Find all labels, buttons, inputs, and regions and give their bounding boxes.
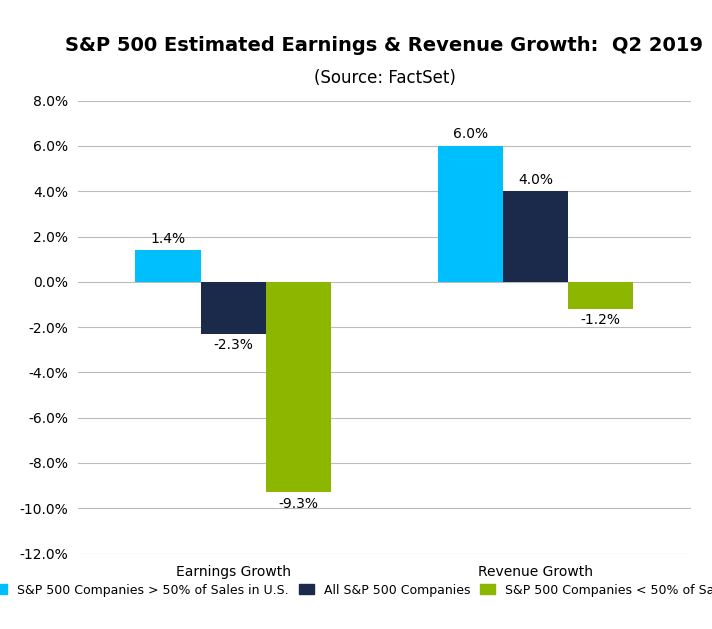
Legend: S&P 500 Companies > 50% of Sales in U.S., All S&P 500 Companies, S&P 500 Compani: S&P 500 Companies > 50% of Sales in U.S.… [0,579,712,601]
Bar [438,146,503,282]
Text: -2.3%: -2.3% [214,338,253,352]
Bar [266,282,331,493]
Bar [201,282,266,334]
Text: -1.2%: -1.2% [581,313,621,328]
Bar [568,282,634,309]
Bar [135,250,201,282]
Text: 4.0%: 4.0% [518,173,553,187]
Text: (Source: FactSet): (Source: FactSet) [313,69,456,87]
Text: S&P 500 Estimated Earnings & Revenue Growth:  Q2 2019: S&P 500 Estimated Earnings & Revenue Gro… [66,36,703,55]
Text: -9.3%: -9.3% [279,497,319,511]
Bar [503,191,568,282]
Text: 6.0%: 6.0% [453,128,488,142]
Text: 1.4%: 1.4% [150,231,186,245]
